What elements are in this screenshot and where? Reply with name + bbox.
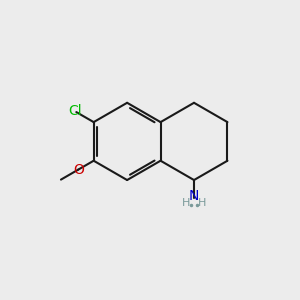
Text: H: H <box>182 198 190 208</box>
Text: H: H <box>198 198 206 208</box>
Text: Cl: Cl <box>68 104 82 118</box>
Text: N: N <box>189 189 199 203</box>
Text: O: O <box>73 163 84 177</box>
